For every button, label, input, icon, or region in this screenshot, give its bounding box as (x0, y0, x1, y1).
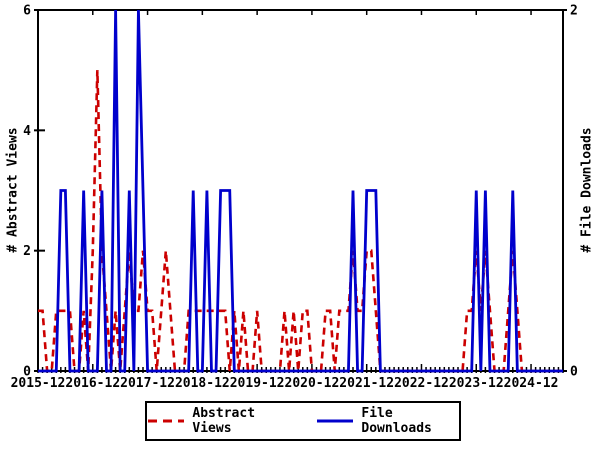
y-axis-label-left: # Abstract Views (5, 127, 21, 253)
y-axis-label-right: # File Downloads (579, 127, 595, 253)
svg-text:2: 2 (23, 244, 31, 259)
svg-text:2020-12: 2020-12 (285, 376, 340, 391)
legend-label-abstract-views: Abstract Views (192, 406, 256, 436)
legend-item-abstract-views: Abstract Views (147, 406, 290, 436)
legend-item-file-downloads: File Downloads (316, 406, 459, 436)
svg-text:2024-12: 2024-12 (504, 376, 559, 391)
svg-text:0: 0 (570, 365, 578, 380)
svg-text:2019-12: 2019-12 (230, 376, 285, 391)
legend: Abstract Views File Downloads (145, 401, 461, 441)
svg-text:2021-12: 2021-12 (339, 376, 394, 391)
svg-text:2018-12: 2018-12 (175, 376, 230, 391)
svg-text:2017-12: 2017-12 (120, 376, 175, 391)
svg-text:2015-12: 2015-12 (11, 376, 66, 391)
svg-text:2023-12: 2023-12 (449, 376, 504, 391)
svg-text:2: 2 (570, 4, 578, 19)
legend-dashed-line-sample (148, 419, 185, 423)
svg-text:2022-12: 2022-12 (394, 376, 449, 391)
svg-text:0: 0 (23, 365, 31, 380)
svg-text:6: 6 (23, 4, 31, 19)
svg-text:2016-12: 2016-12 (65, 376, 120, 391)
legend-label-file-downloads: File Downloads (361, 406, 432, 436)
svg-text:4: 4 (23, 124, 31, 139)
legend-solid-line-sample (317, 419, 354, 423)
